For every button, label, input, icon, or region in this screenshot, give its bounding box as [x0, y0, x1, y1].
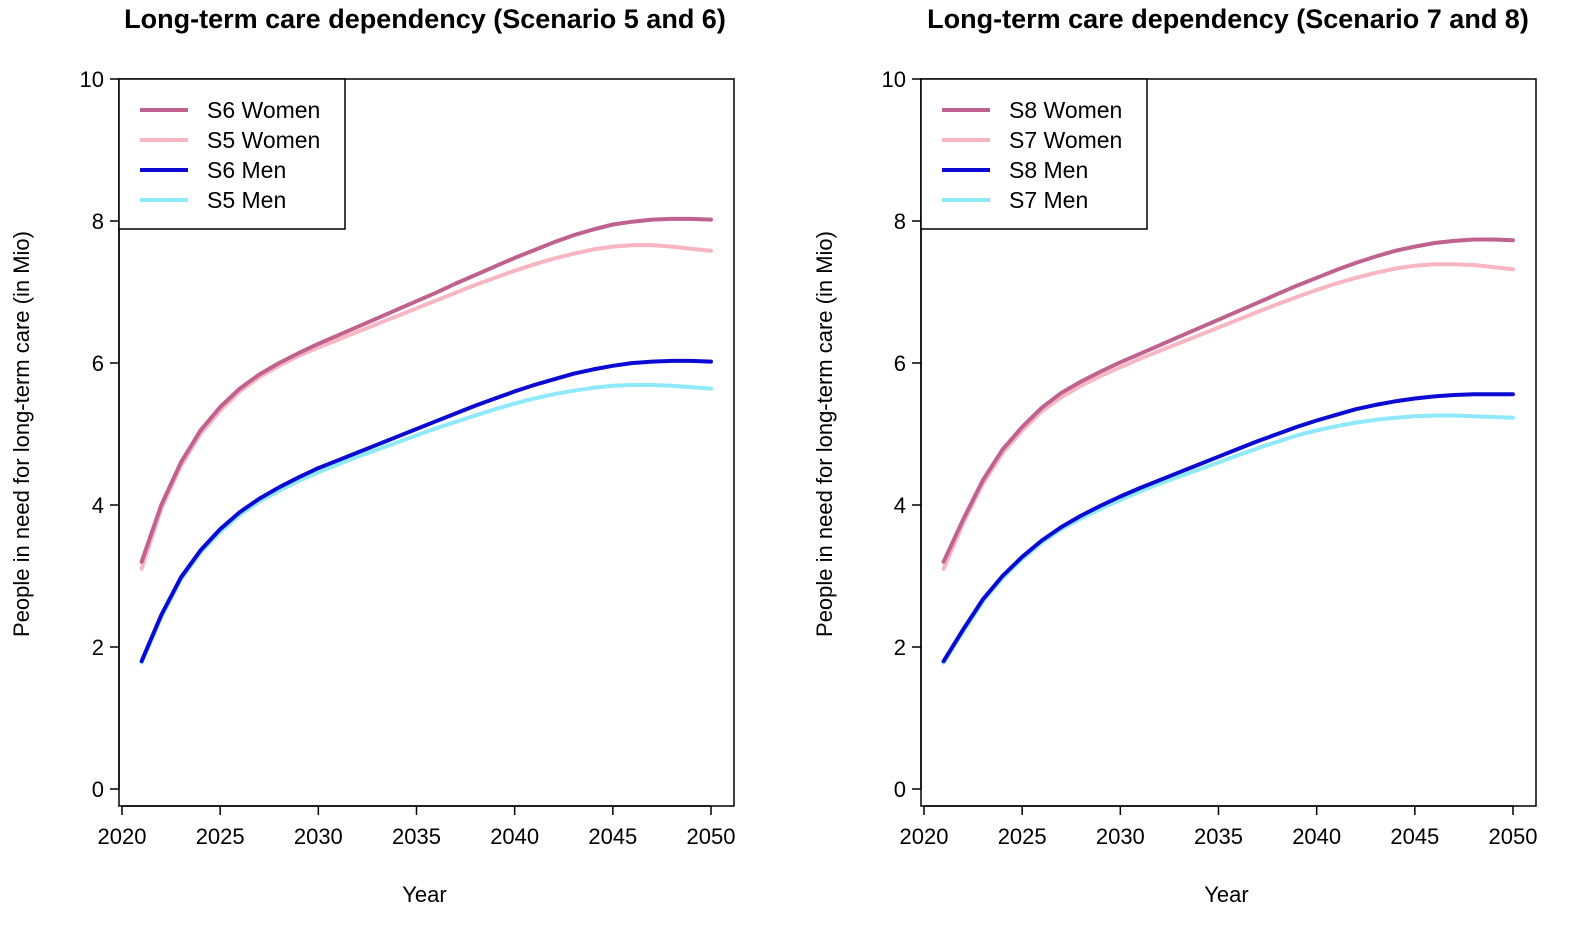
- x-tick-label: 2035: [392, 824, 441, 849]
- chart-panel-1: Long-term care dependency (Scenario 5 an…: [9, 4, 735, 907]
- series-line-s8-men: [941, 392, 1515, 664]
- y-tick-label: 2: [92, 635, 104, 660]
- legend-label: S5 Men: [207, 187, 286, 213]
- x-tick-label: 2040: [490, 824, 539, 849]
- x-tick-label: 2030: [294, 824, 343, 849]
- legend-label: S8 Women: [1009, 97, 1122, 123]
- legend-label: S7 Men: [1009, 187, 1088, 213]
- legend-label: S8 Men: [1009, 157, 1088, 183]
- chart-title: Long-term care dependency (Scenario 5 an…: [124, 4, 726, 34]
- y-tick-label: 0: [92, 777, 104, 802]
- series-line-s5-women: [139, 243, 713, 571]
- x-tick-label: 2050: [1489, 824, 1538, 849]
- x-axis-label: Year: [402, 882, 446, 907]
- legend-box: [118, 78, 346, 230]
- x-tick-label: 2020: [900, 824, 949, 849]
- series-line-s6-men: [139, 358, 713, 664]
- x-tick-label: 2050: [687, 824, 736, 849]
- y-tick-label: 6: [894, 351, 906, 376]
- legend: S6 Women S5 Women S6 Men S5 Men: [118, 78, 346, 230]
- y-axis-label: People in need for long-term care (in Mi…: [812, 231, 837, 637]
- y-tick-label: 8: [92, 209, 104, 234]
- x-tick-label: 2045: [1390, 824, 1439, 849]
- x-tick-label: 2045: [588, 824, 637, 849]
- y-tick-label: 10: [882, 67, 906, 92]
- x-tick-label: 2025: [196, 824, 245, 849]
- series-line-s6-women: [139, 216, 713, 564]
- y-tick-label: 0: [894, 777, 906, 802]
- x-tick-label: 2030: [1096, 824, 1145, 849]
- x-tick-label: 2040: [1292, 824, 1341, 849]
- y-tick-label: 4: [894, 493, 906, 518]
- series-line-s8-women: [941, 237, 1515, 564]
- x-tick-label: 2025: [998, 824, 1047, 849]
- x-axis-label: Year: [1204, 882, 1248, 907]
- legend-box: [920, 78, 1148, 230]
- x-tick-label: 2035: [1194, 824, 1243, 849]
- legend-label: S6 Men: [207, 157, 286, 183]
- y-axis-label: People in need for long-term care (in Mi…: [9, 231, 34, 637]
- y-tick-label: 2: [894, 635, 906, 660]
- y-tick-label: 4: [92, 493, 104, 518]
- series-line-s5-men: [139, 383, 713, 665]
- legend: S8 Women S7 Women S8 Men S7 Men: [920, 78, 1148, 230]
- legend-label: S7 Women: [1009, 127, 1122, 153]
- chart-panel-2: Long-term care dependency (Scenario 7 an…: [812, 4, 1537, 907]
- x-tick-label: 2020: [98, 824, 147, 849]
- y-tick-label: 8: [894, 209, 906, 234]
- legend-label: S5 Women: [207, 127, 320, 153]
- legend-label: S6 Women: [207, 97, 320, 123]
- y-tick-label: 10: [80, 67, 104, 92]
- y-tick-label: 6: [92, 351, 104, 376]
- chart-title: Long-term care dependency (Scenario 7 an…: [927, 4, 1529, 34]
- series-line-s7-women: [941, 262, 1515, 571]
